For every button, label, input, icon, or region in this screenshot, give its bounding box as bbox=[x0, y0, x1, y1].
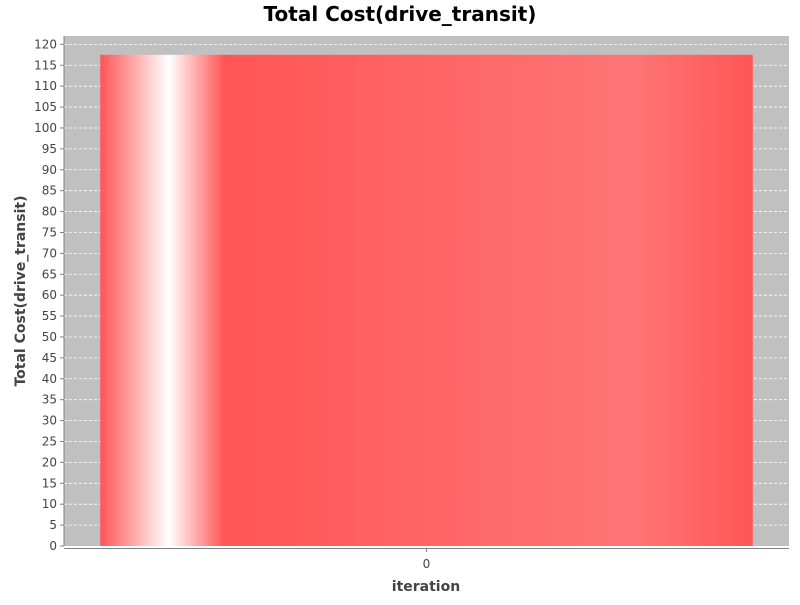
y-axis-label: Total Cost(drive_transit) bbox=[13, 195, 29, 386]
x-tick-label: 0 bbox=[423, 557, 431, 571]
y-tick-label: 20 bbox=[42, 455, 57, 469]
bar bbox=[100, 54, 753, 547]
y-tick-label: 80 bbox=[42, 205, 57, 219]
y-tick-label: 15 bbox=[42, 476, 57, 490]
y-tick-label: 30 bbox=[42, 414, 57, 428]
y-tick-label: 10 bbox=[42, 497, 57, 511]
y-tick-label: 110 bbox=[34, 79, 57, 93]
y-tick-label: 40 bbox=[42, 372, 57, 386]
y-tick-label: 115 bbox=[34, 58, 57, 72]
y-tick-label: 90 bbox=[42, 163, 57, 177]
y-tick-label: 35 bbox=[42, 393, 57, 407]
chart-title: Total Cost(drive_transit) bbox=[264, 2, 537, 26]
y-tick-label: 95 bbox=[42, 142, 57, 156]
y-tick-label: 120 bbox=[34, 37, 57, 51]
y-tick-label: 100 bbox=[34, 121, 57, 135]
y-tick-label: 65 bbox=[42, 267, 57, 281]
y-tick-label: 5 bbox=[49, 518, 57, 532]
y-tick-label: 105 bbox=[34, 100, 57, 114]
bars bbox=[100, 54, 753, 547]
y-tick-label: 75 bbox=[42, 225, 57, 239]
x-axis-label: iteration bbox=[392, 579, 460, 595]
y-tick-label: 60 bbox=[42, 288, 57, 302]
y-tick-label: 0 bbox=[49, 539, 57, 553]
y-tick-label: 45 bbox=[42, 351, 57, 365]
y-tick-label: 50 bbox=[42, 330, 57, 344]
y-tick-label: 70 bbox=[42, 246, 57, 260]
y-tick-label: 85 bbox=[42, 184, 57, 198]
y-tick-label: 55 bbox=[42, 309, 57, 323]
x-ticks: 0 bbox=[423, 549, 431, 571]
y-tick-label: 25 bbox=[42, 434, 57, 448]
y-ticks: 0 5 10 15 20 25 30 35 40 45 50 55 60 65 70 75 80 85 90 95 10… bbox=[34, 37, 64, 553]
